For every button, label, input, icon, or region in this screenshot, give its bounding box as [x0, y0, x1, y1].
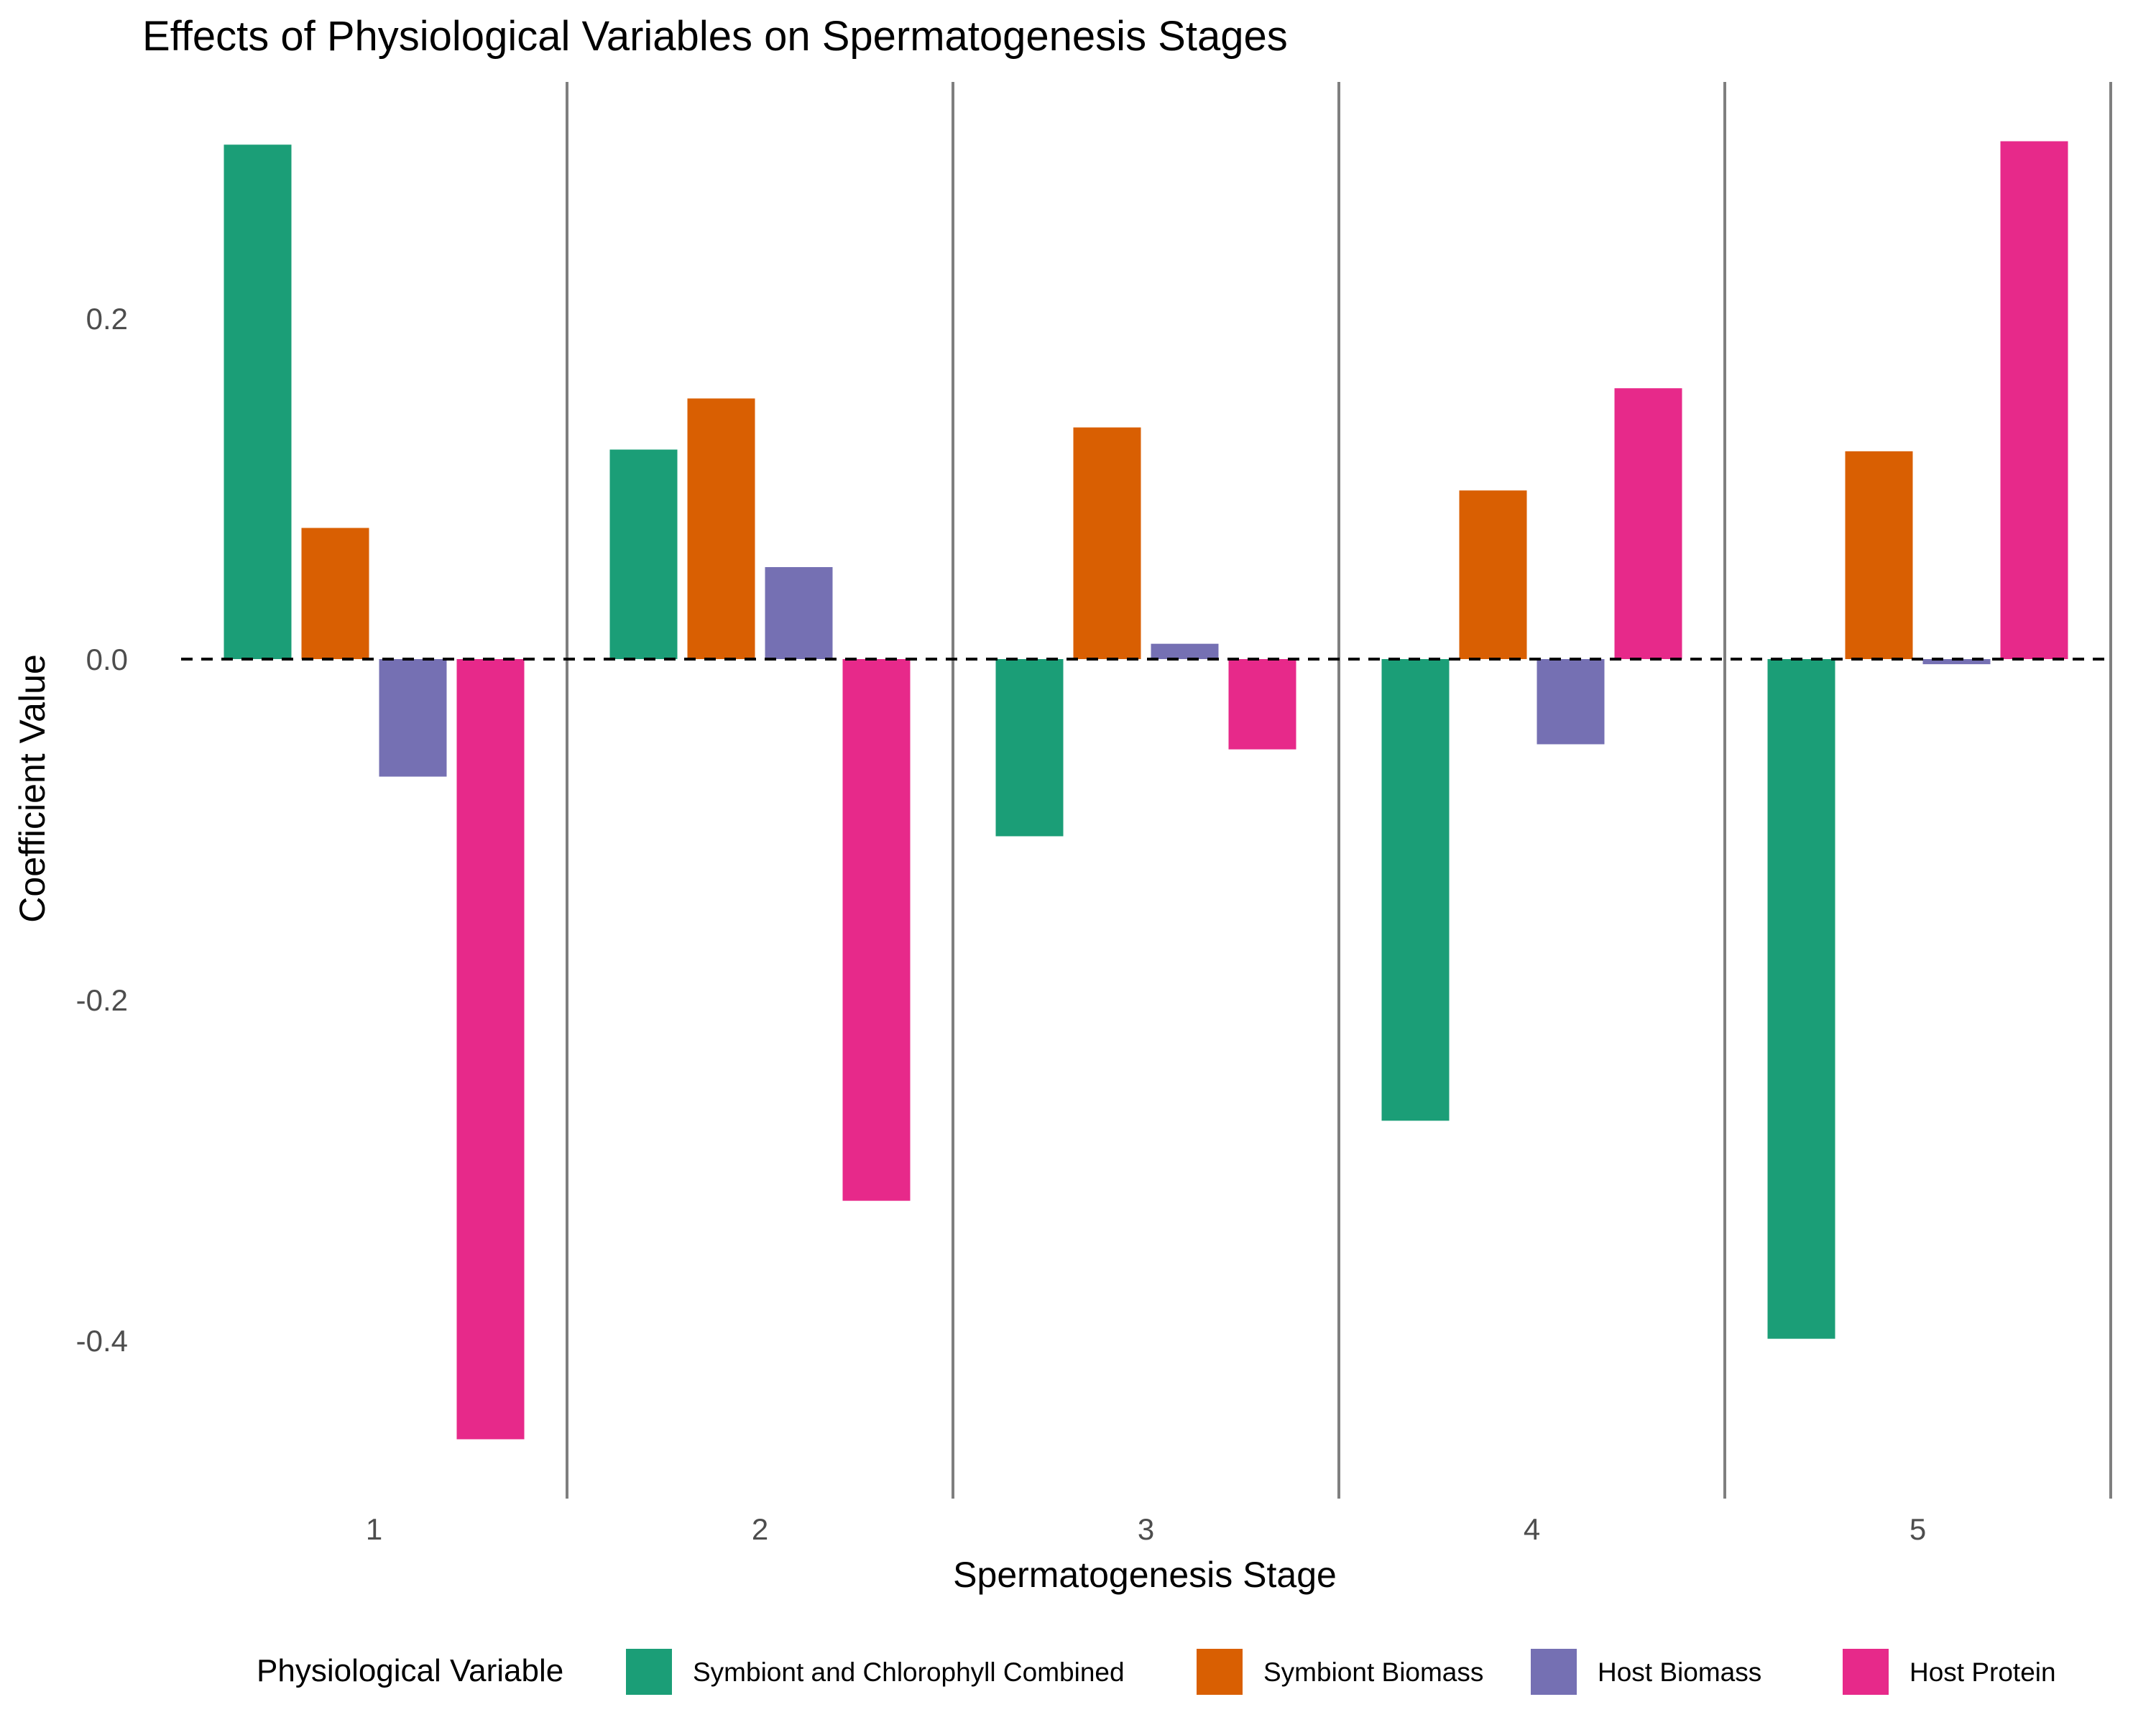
- chart-title: Effects of Physiological Variables on Sp…: [142, 13, 1288, 60]
- bar-stage-4-series-2: [1459, 490, 1527, 659]
- y-axis-title: Coefficient Value: [12, 654, 52, 922]
- bar-stage-2-series-1: [609, 449, 678, 659]
- bar-stage-4-series-4: [1614, 388, 1682, 659]
- legend-label-3: Host Biomass: [1598, 1657, 1761, 1687]
- legend-key-4: [1843, 1649, 1889, 1695]
- legend-key-2: [1197, 1649, 1243, 1695]
- legend-label-1: Symbiont and Chlorophyll Combined: [693, 1657, 1125, 1687]
- bar-stage-3-series-2: [1073, 427, 1141, 659]
- bar-stage-3-series-4: [1228, 659, 1296, 750]
- bar-stage-4-series-1: [1381, 659, 1450, 1121]
- legend-title: Physiological Variable: [257, 1653, 563, 1688]
- bar-stage-1-series-4: [456, 659, 525, 1440]
- bar-stage-4-series-3: [1537, 659, 1605, 745]
- bar-stage-5-series-3: [1922, 659, 1991, 665]
- bar-stage-3-series-3: [1151, 643, 1219, 659]
- bar-stage-5-series-1: [1767, 659, 1835, 1339]
- bar-stage-2-series-2: [687, 398, 755, 659]
- legend-key-3: [1531, 1649, 1577, 1695]
- x-axis-tick-labels: 1 2 3 4 5: [366, 1512, 1926, 1546]
- y-tick-label: -0.2: [76, 983, 128, 1017]
- x-tick-label: 4: [1524, 1512, 1540, 1546]
- x-tick-label: 3: [1138, 1512, 1154, 1546]
- legend-label-2: Symbiont Biomass: [1263, 1657, 1483, 1687]
- bar-stage-1-series-1: [224, 144, 292, 659]
- stage-separators: [566, 82, 2112, 1499]
- legend-label-4: Host Protein: [1909, 1657, 2056, 1687]
- y-axis-tick-labels: -0.4 -0.2 0.0 0.2: [76, 302, 128, 1358]
- y-tick-label: 0.0: [86, 643, 128, 676]
- x-axis-title: Spermatogenesis Stage: [953, 1555, 1337, 1595]
- x-tick-label: 5: [1909, 1512, 1926, 1546]
- bar-stage-5-series-4: [2000, 141, 2068, 659]
- bar-stage-2-series-4: [842, 659, 911, 1201]
- bar-stage-2-series-3: [765, 567, 833, 659]
- bar-marks: [224, 141, 2068, 1440]
- x-tick-label: 1: [366, 1512, 382, 1546]
- y-tick-label: -0.4: [76, 1324, 128, 1358]
- legend: Physiological Variable Symbiont and Chlo…: [257, 1649, 2056, 1695]
- x-tick-label: 2: [752, 1512, 768, 1546]
- bar-stage-3-series-1: [995, 659, 1064, 837]
- bar-stage-5-series-2: [1845, 451, 1913, 659]
- y-tick-label: 0.2: [86, 302, 128, 336]
- bar-stage-1-series-2: [301, 528, 369, 659]
- bar-stage-1-series-3: [379, 659, 447, 777]
- legend-key-1: [626, 1649, 672, 1695]
